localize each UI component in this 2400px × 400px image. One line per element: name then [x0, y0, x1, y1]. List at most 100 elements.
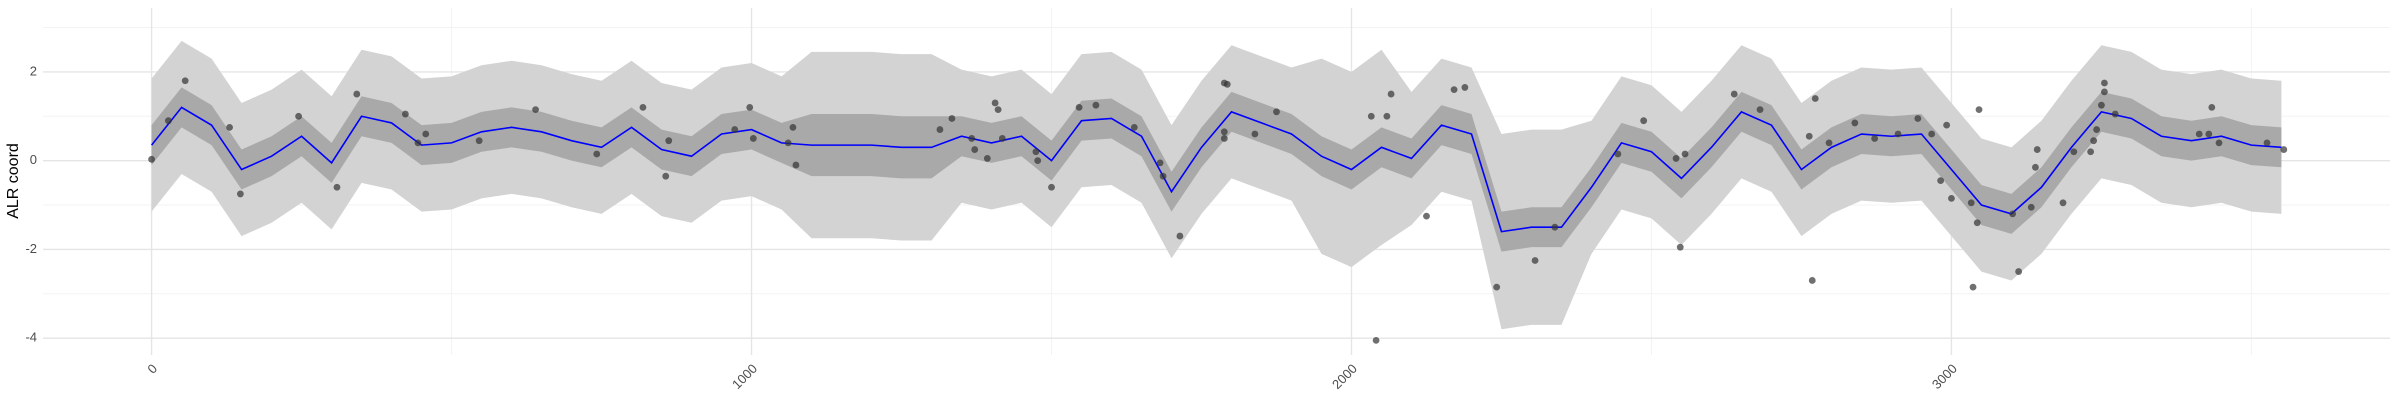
- data-point: [1461, 84, 1469, 91]
- data-point: [1075, 103, 1083, 111]
- data-point: [1251, 130, 1259, 138]
- data-point: [1973, 219, 1981, 227]
- data-point: [1034, 157, 1042, 165]
- data-point: [2027, 203, 2035, 211]
- data-point: [1948, 194, 1955, 202]
- data-point: [401, 110, 409, 118]
- data-point: [2111, 110, 2119, 118]
- data-point: [1032, 148, 1040, 156]
- x-tick-label: 3000: [1929, 361, 1960, 392]
- data-point: [2215, 139, 2223, 147]
- data-point: [1383, 112, 1391, 120]
- data-point: [1367, 112, 1375, 120]
- data-point: [295, 112, 302, 120]
- data-point: [2090, 137, 2098, 145]
- data-point: [2101, 79, 2108, 87]
- data-point: [353, 90, 361, 98]
- data-point: [475, 137, 483, 145]
- data-point: [1493, 283, 1501, 291]
- data-point: [1372, 336, 1380, 344]
- data-point: [1811, 95, 1819, 102]
- data-point: [1130, 123, 1138, 131]
- data-point: [1220, 128, 1228, 136]
- data-point: [1672, 155, 1680, 162]
- data-point: [2059, 199, 2067, 207]
- y-tick-label: 0: [30, 152, 37, 167]
- data-point: [2032, 163, 2039, 171]
- data-point: [1092, 101, 1100, 109]
- data-point: [1223, 80, 1231, 88]
- y-tick-label: -2: [25, 241, 37, 256]
- data-point: [2070, 148, 2078, 156]
- data-point: [1220, 135, 1228, 142]
- y-axis-label: ALR coord: [5, 143, 22, 219]
- data-point: [968, 135, 976, 142]
- data-point: [1681, 150, 1689, 158]
- data-point: [1730, 90, 1738, 98]
- data-point: [991, 99, 999, 107]
- data-point: [1967, 199, 1975, 207]
- data-point: [148, 155, 155, 163]
- data-point: [236, 190, 244, 198]
- data-point: [422, 130, 430, 138]
- data-point: [749, 135, 757, 142]
- data-point: [1825, 139, 1833, 147]
- data-point: [2087, 148, 2095, 156]
- data-point: [1756, 106, 1764, 114]
- data-point: [994, 106, 1002, 114]
- data-point: [1676, 243, 1684, 251]
- data-point: [948, 115, 956, 122]
- y-tick-label: 2: [30, 63, 37, 78]
- data-point: [2208, 103, 2216, 111]
- data-point: [1159, 172, 1167, 180]
- data-point: [2098, 101, 2105, 109]
- data-point: [1273, 108, 1280, 116]
- data-point: [1387, 90, 1395, 98]
- data-point: [1531, 257, 1539, 264]
- data-point: [1914, 115, 1922, 122]
- data-point: [1551, 223, 1559, 231]
- data-point: [1894, 130, 1902, 138]
- data-point: [1808, 277, 1816, 284]
- mean-line: [150, 106, 2282, 233]
- data-point: [2205, 130, 2213, 138]
- data-point: [1851, 119, 1859, 127]
- data-point: [2093, 126, 2101, 133]
- data-point: [2033, 146, 2041, 153]
- data-point: [998, 135, 1006, 142]
- data-point: [532, 106, 539, 114]
- data-point: [1937, 177, 1945, 185]
- data-point: [1871, 135, 1879, 142]
- data-point: [1176, 232, 1184, 240]
- data-point: [784, 139, 792, 147]
- data-point: [731, 126, 739, 133]
- data-point: [1048, 183, 1055, 191]
- x-tick-label: 1000: [729, 361, 760, 392]
- data-point: [1614, 150, 1622, 158]
- data-point: [593, 150, 601, 158]
- data-point: [2195, 130, 2203, 138]
- data-point: [333, 183, 341, 191]
- data-point: [2009, 210, 2017, 218]
- data-point: [414, 139, 422, 147]
- data-point: [1450, 86, 1458, 94]
- confidence-band: [151, 87, 2282, 252]
- data-point: [746, 103, 754, 111]
- x-tick-label: 2000: [1329, 361, 1360, 392]
- data-point: [1928, 130, 1936, 138]
- data-point: [662, 172, 670, 180]
- data-point: [1969, 283, 1977, 291]
- data-point: [971, 146, 979, 153]
- data-point: [792, 161, 800, 169]
- data-point: [1805, 132, 1813, 140]
- data-point: [983, 155, 991, 162]
- data-point: [1975, 106, 1983, 114]
- data-point: [2263, 139, 2271, 147]
- data-point: [226, 123, 233, 131]
- data-point: [2280, 146, 2288, 153]
- data-point: [2015, 268, 2023, 275]
- data-point: [1156, 159, 1164, 167]
- data-point: [665, 137, 673, 145]
- data-point: [936, 126, 944, 133]
